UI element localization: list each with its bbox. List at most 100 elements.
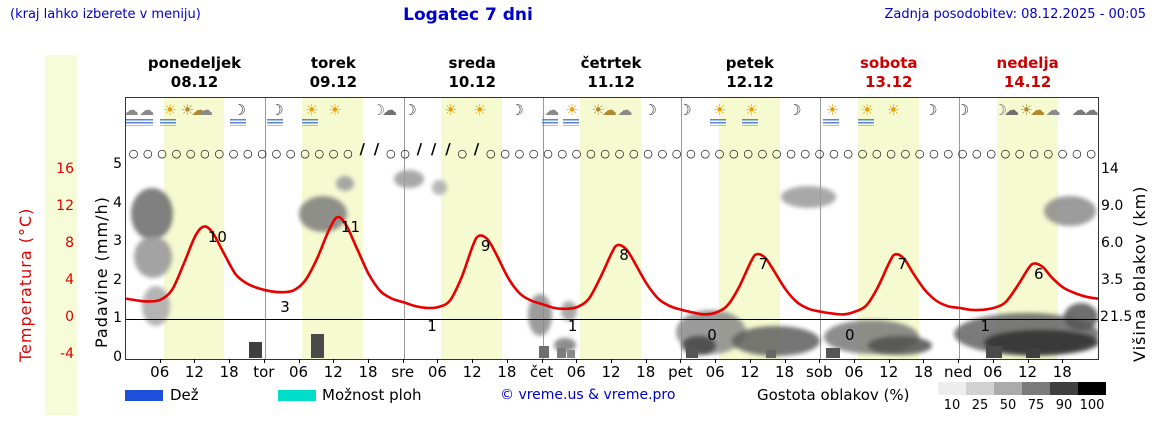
x-axis-label: 18 [775,363,795,381]
day-header: sreda 10.12 [403,54,542,92]
x-axis-label: 06 [705,363,725,381]
x-axis-tick [437,359,439,363]
day-separator [681,98,683,359]
x-axis-tick [402,359,404,363]
meteogram-chart: ☁☁☀☀☁☁☽☽☀☀☽☁☽☀☀☽☁☀☀☁☁☽☽☀☀☽☀☀☀☽☽☽☁☀☁☁☁☁ ○… [125,97,1099,360]
icon-glyph: ☽ [270,101,284,119]
day-date: 10.12 [448,73,496,91]
no-precip-symbol: ○ [486,147,496,160]
daily-max-temp: 10 [207,227,227,246]
day-name: sreda [448,54,496,72]
temperature-axis-label: Temperatura (°C) [16,207,35,362]
cloud-shade [561,301,577,321]
density-scale-segment [1022,382,1050,395]
cloud-shade [732,326,820,356]
fog-sun-icon: ☀ [710,103,726,126]
precipitation-bar [249,342,262,358]
icon-glyph: ☽ [788,101,802,119]
cloud-icon: ☁ [1046,103,1061,118]
rain-symbol: ∕ [373,140,380,158]
no-precip-symbol: ○ [786,147,796,160]
icon-glyph: ☽☁ [371,101,398,119]
fog-cloud-icon: ☁ [126,103,139,126]
day-name: nedelja [996,54,1059,72]
x-axis-label: 06 [289,363,309,381]
precipitation-bar [539,346,549,358]
fog-lines [229,119,246,126]
no-precip-symbol: ○ [729,147,739,160]
no-precip-symbol: ○ [914,147,925,160]
icon-glyph: ☽ [678,101,692,119]
icon-glyph: ☀ [886,101,901,119]
day-header: četrtek 11.12 [542,54,681,92]
precip-tick: 4 [113,194,122,211]
no-precip-symbol: ○ [800,147,811,160]
density-scale-value: 25 [971,398,989,413]
sun-cloud-icon: ☀☁ [591,103,617,118]
daylight-band [163,98,225,359]
moon-icon: ☽ [403,103,417,118]
moon-icon: ☽ [643,101,658,119]
icon-glyph: ☽ [232,101,247,119]
cloud-height-axis-label: Višina oblakov (km) [1130,185,1149,362]
fog-lines [302,119,319,126]
x-axis-tick [576,359,578,363]
x-axis-label: tor [253,363,275,381]
daily-min-temp: 1 [427,316,437,335]
precip-tick: 1 [113,310,122,327]
left-accent-strip [45,55,77,415]
x-axis-label: sre [391,363,415,381]
rain-legend-swatch [125,390,163,401]
precipitation-bar [557,348,566,358]
day-headers: ponedeljek 08.12 torek 09.12 sreda 10.12 četrt… [125,54,1097,94]
fog-lines [562,119,579,126]
day-date: 13.12 [865,73,913,91]
fog-sun-icon: ☀ [562,103,579,126]
icon-glyph: ☽ [643,101,658,119]
x-axis-tick [333,359,335,363]
precipitation-bar [766,350,776,358]
no-precip-symbol: ○ [528,147,539,160]
fog-lines [741,119,758,126]
cloud-density-scale-labels: 10 25 50 75 90 100 [938,398,1106,413]
day-date: 14.12 [1003,73,1052,91]
daylight-bands [126,98,1098,359]
x-axis-label: čet [529,363,554,381]
no-precip-symbol: ○ [829,147,839,160]
moon-icon: ☽ [956,103,970,118]
fog-lines [857,119,874,126]
fog-lines [710,119,727,126]
fog-lines [160,119,177,126]
x-axis-label: 18 [636,363,656,381]
x-axis-label: 18 [358,363,378,381]
precipitation-bar [986,346,1002,358]
x-axis-tick [1027,359,1029,363]
no-precip-symbol: ○ [214,147,225,160]
fog-sun-icon: ☀ [822,103,839,126]
cloud-shade [868,336,932,355]
copyright-link[interactable]: © vreme.us & vreme.pro [500,387,676,403]
cloud-shade [1064,303,1098,331]
day-date: 09.12 [309,73,358,91]
no-precip-symbol: ○ [128,147,139,160]
sun-cloud-icon: ☀☁ [181,103,207,118]
icon-glyph: ☁ [126,103,139,118]
no-precip-symbol: ○ [743,147,753,160]
precip-tick: 3 [113,233,122,250]
fog-lines [267,119,284,126]
no-precip-symbol: ○ [1086,147,1096,160]
daylight-band [857,98,919,359]
x-axis-tick [854,359,855,363]
x-axis-tick [923,359,925,363]
fog-cloud-icon: ☁ [542,103,559,126]
no-precip-symbol: ○ [300,147,310,160]
no-precip-symbol: ○ [1043,147,1054,160]
no-precip-symbol: ○ [228,147,239,160]
fog-cloud-icon: ☁ [137,103,154,126]
daily-max-temp: 9 [480,236,491,255]
no-precip-symbol: ○ [1014,147,1025,160]
icon-glyph: ☀ [163,101,177,119]
x-axis-tick [958,359,960,363]
day-name: ponedeljek [147,54,242,72]
x-axis-label: 06 [427,363,447,381]
